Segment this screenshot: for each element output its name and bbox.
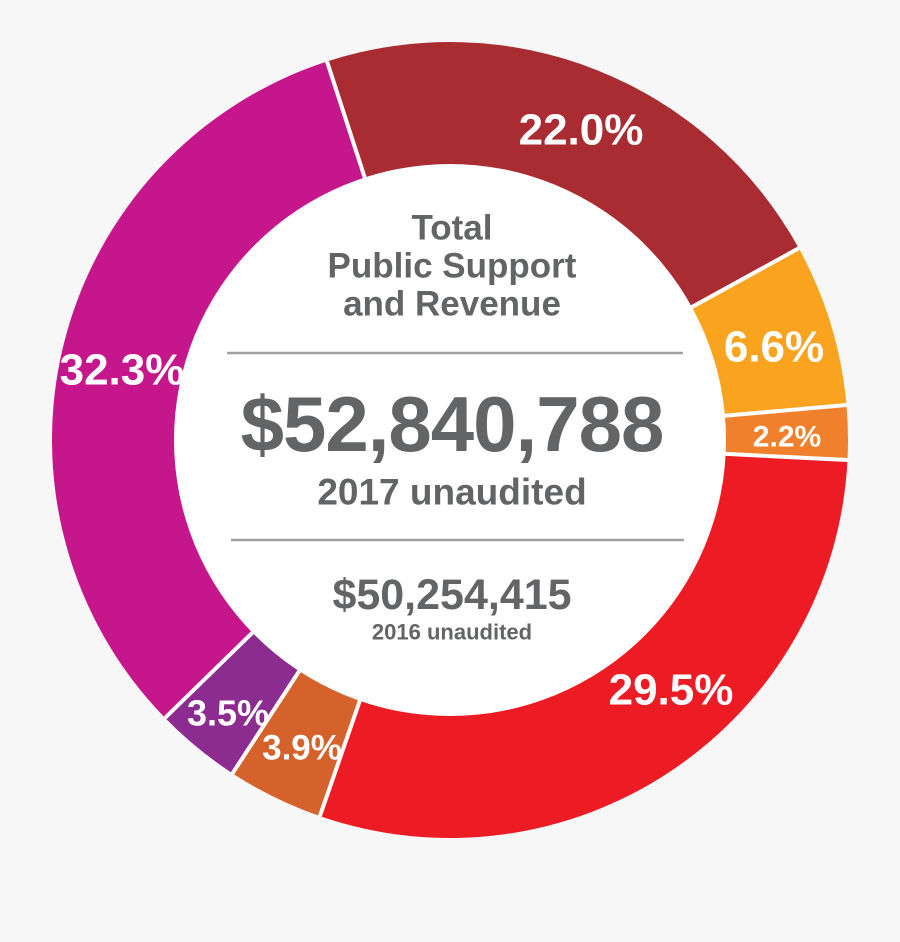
prior-total-amount: $50,254,415: [332, 571, 571, 619]
donut-center-circle: [174, 164, 726, 716]
slice-label-1: 22.0%: [519, 106, 644, 155]
slice-label-5: 3.9%: [262, 729, 342, 768]
center-title-line3: and Revenue: [343, 285, 561, 324]
prior-total-note: 2016 unaudited: [372, 620, 532, 645]
center-text-block: Total Public Support and Revenue $52,840…: [227, 209, 684, 645]
center-title-line2: Public Support: [328, 247, 577, 286]
center-title-line1: Total: [411, 209, 492, 248]
slice-label-3: 2.2%: [753, 421, 821, 454]
current-total-amount: $52,840,788: [241, 380, 664, 468]
slice-label-2: 6.6%: [724, 323, 824, 372]
slice-label-7: 32.3%: [60, 346, 185, 395]
slice-label-6: 3.5%: [187, 693, 269, 734]
slice-label-4: 29.5%: [609, 666, 734, 715]
current-total-note: 2017 unaudited: [317, 472, 586, 513]
slice-labels: 22.0% 6.6% 2.2% 29.5% 3.9%3.5% 32.3%: [60, 106, 825, 768]
